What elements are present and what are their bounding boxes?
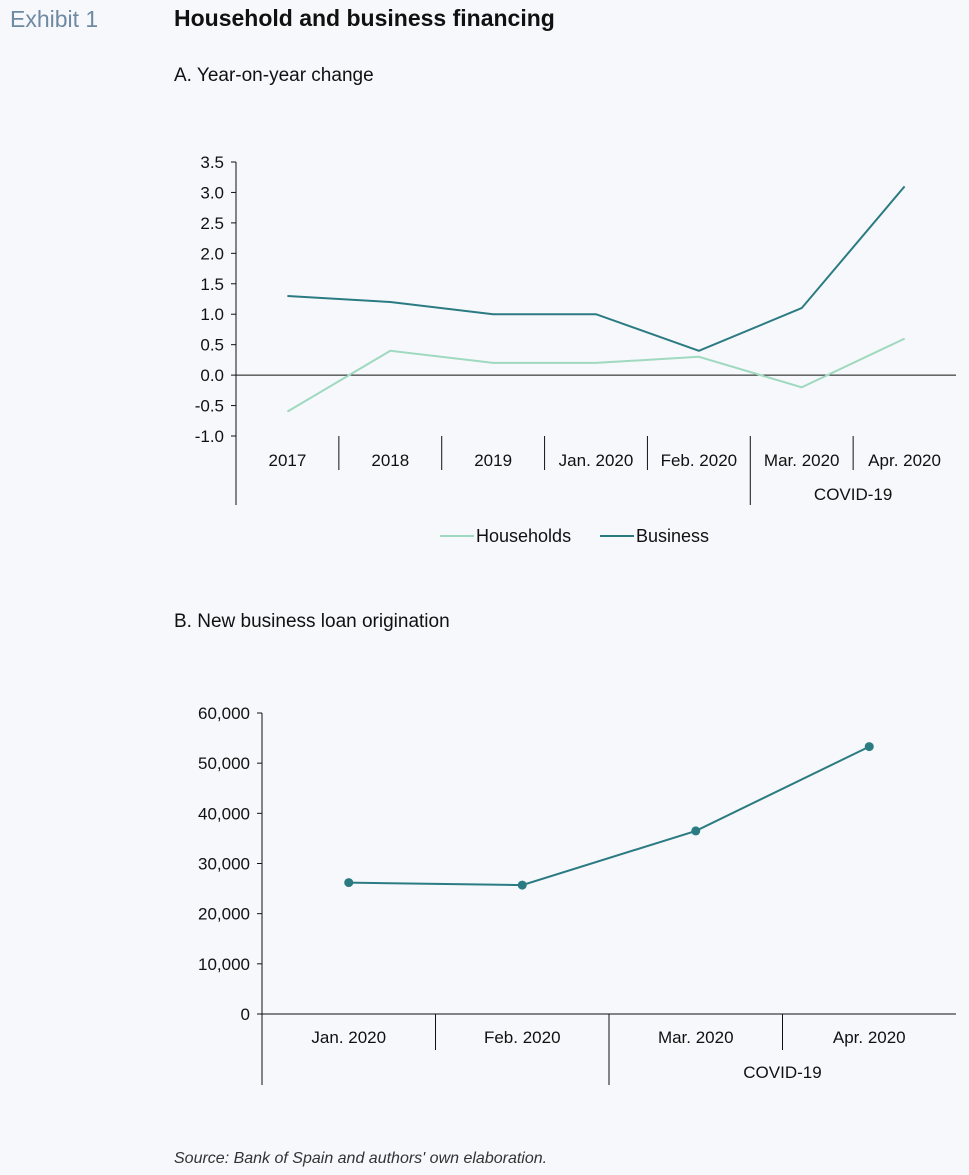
- y-tick-label: 1.5: [200, 275, 224, 294]
- y-tick-label: 0.5: [200, 336, 224, 355]
- panel-b-title: B. New business loan origination: [174, 611, 450, 632]
- series-line: [348, 745, 870, 887]
- y-tick-label: 10,000: [198, 955, 250, 974]
- y-tick-label: 0.0: [200, 366, 224, 385]
- y-tick-label: -1.0: [195, 427, 224, 446]
- y-tick-label: 20,000: [198, 905, 250, 924]
- y-tick-label: 1.0: [200, 305, 224, 324]
- x-tick-label: 2019: [474, 451, 512, 470]
- legend-label: Business: [636, 526, 709, 546]
- x-tick-label: Feb. 2020: [661, 451, 738, 470]
- y-tick-label: 3.0: [200, 183, 224, 202]
- y-tick-label: 30,000: [198, 855, 250, 874]
- data-point: [691, 826, 701, 836]
- group-label-covid: COVID-19: [743, 1063, 821, 1082]
- exhibit-label: Exhibit 1: [10, 6, 99, 32]
- y-tick-label: 40,000: [198, 804, 250, 823]
- exhibit-title: Household and business financing: [174, 5, 555, 31]
- y-tick-label: 3.5: [200, 153, 224, 172]
- data-point: [864, 742, 874, 752]
- x-tick-label: Mar. 2020: [764, 451, 840, 470]
- data-point: [517, 880, 527, 890]
- legend-label: Households: [476, 526, 571, 546]
- loan-origination-chart: 0 10,000 20,000 30,000 40,000 50,000 60,000 Jan…: [198, 704, 956, 1085]
- x-tick-label: Jan. 2020: [559, 451, 634, 470]
- series-line: [286, 337, 906, 413]
- x-tick-label: Jan. 2020: [311, 1028, 386, 1047]
- y-tick-label: 2.0: [200, 244, 224, 263]
- y-tick-label: 2.5: [200, 214, 224, 233]
- y-tick-label: 0: [241, 1005, 250, 1024]
- x-tick-label: 2017: [269, 451, 307, 470]
- y-tick-label: -0.5: [195, 397, 224, 416]
- panel-a-title: A. Year-on-year change: [174, 65, 374, 86]
- x-tick-label: Feb. 2020: [484, 1028, 561, 1047]
- series-line: [287, 185, 906, 352]
- year-on-year-chart: -1.0 -0.5 0.0 0.5 1.0 1.5 2.0 2.5 3.0 3.5 2017 2018…: [195, 153, 956, 546]
- y-tick-label: 50,000: [198, 754, 250, 773]
- source-note: Source: Bank of Spain and authors' own e…: [174, 1150, 548, 1167]
- x-tick-label: 2018: [371, 451, 409, 470]
- data-point: [344, 878, 354, 888]
- x-tick-label: Apr. 2020: [833, 1028, 906, 1047]
- x-tick-label: Mar. 2020: [658, 1028, 734, 1047]
- x-tick-label: Apr. 2020: [868, 451, 941, 470]
- y-tick-label: 60,000: [198, 704, 250, 723]
- group-label-covid: COVID-19: [814, 485, 892, 504]
